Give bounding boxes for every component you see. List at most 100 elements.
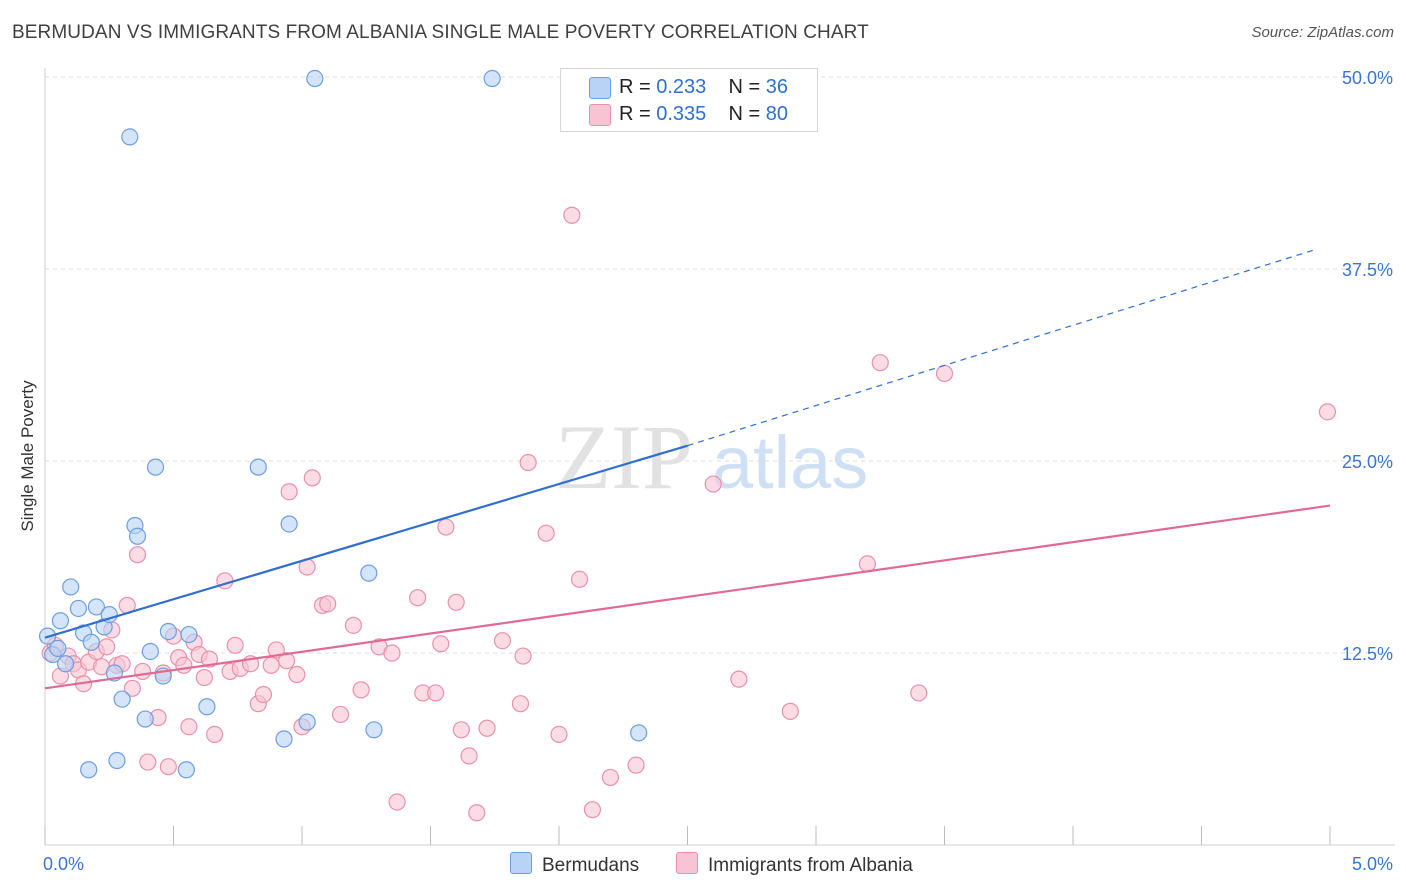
albania-point [303,469,321,487]
bottom-swatch-pink [676,852,698,874]
albania-point [344,616,362,634]
albania-point [262,656,280,674]
bottom-legend-label: Immigrants from Albania [708,855,913,876]
albania-point [200,650,219,668]
albania-point [383,644,401,662]
bermudan-point [360,564,378,582]
bermudan-point [82,633,100,651]
bermudan-point [121,128,139,146]
albania-point [519,453,537,472]
bermudan-point [280,515,298,533]
albania-point [537,524,555,542]
bermudan-point [80,761,98,779]
albania-point [180,718,198,736]
bermudan-point [113,690,131,708]
albania-point [437,518,455,536]
bermudan-point [198,698,216,716]
albania-point [98,638,116,656]
albania-point [781,702,799,720]
bermudan-point [249,458,267,476]
bottom-legend-label: Bermudans [542,855,640,876]
legend-r-label: R = [619,76,651,98]
albania-point [159,758,177,776]
y-tick-label: 25.0% [1342,452,1393,472]
albania-point [432,635,450,653]
bermudan-point [630,724,648,742]
bermudan-point [51,612,70,630]
legend-r-value: 0.335 [656,103,707,125]
albania-point [514,647,532,665]
albania-point [570,570,589,588]
grid [45,76,1395,654]
x-tick-label: 5.0% [1352,854,1393,874]
bermudan-point [298,713,316,731]
albania-point [409,589,427,607]
albania-point [123,679,141,697]
legend-n-value: 36 [765,76,789,98]
tick-labels: 12.5% 25.0% 37.5% 50.0% 0.0% 5.0% [43,68,1393,874]
albania-point [730,670,748,688]
watermark-atlas: atlas [712,421,868,504]
albania-point [478,719,496,737]
albania-point [447,593,465,611]
albania-point [627,756,645,774]
bermudan-point [62,578,80,596]
y-tick-label: 37.5% [1342,260,1393,280]
legend-r-label: R = [619,103,651,125]
y-tick-label: 50.0% [1342,68,1393,88]
bottom-swatch-blue [510,852,532,874]
bermudan-point [141,642,159,661]
chart-title: BERMUDAN VS IMMIGRANTS FROM ALBANIA SING… [12,22,869,43]
albania-point [601,768,620,787]
x-tick-label: 0.0% [43,854,84,874]
y-tick-label: 12.5% [1342,644,1393,664]
bermudan-point [87,598,106,616]
albania-point [1318,403,1337,421]
legend-r-value: 0.233 [656,76,707,98]
albania-point [871,354,889,372]
bermudan-point [306,69,324,88]
albania-point [352,681,370,699]
correlation-legend: R = 0.233 N = 36 R = 0.335 N = 80 [560,68,818,132]
blue-points [38,69,648,779]
albania-point [319,595,337,613]
albania-point [583,801,602,819]
albania-point [206,725,224,744]
watermark: ZIP atlas [555,406,868,508]
albania-point [427,684,445,702]
bermudan-trend-extension [687,248,1318,447]
albania-point [511,695,530,713]
bermudan-point [49,639,67,657]
albania-point [452,721,470,739]
bermudan-point [180,625,198,644]
bermudan-point [275,730,293,748]
legend-n-value: 80 [765,103,789,125]
bermudan-point [108,751,126,770]
albania-point [331,705,350,724]
trend-lines [44,248,1331,690]
bermudan-point [69,599,88,618]
albania-point [128,546,147,564]
bermudan-point [483,69,501,88]
albania-point [468,804,486,822]
bermudan-point [56,655,75,673]
bermudan-point [128,527,147,545]
albania-point [550,725,568,744]
albania-point [195,668,213,687]
bermudan-point [146,458,165,476]
axes [44,68,1395,846]
bottom-legend-albania: Immigrants from Albania [676,852,913,877]
legend-swatch-pink [589,104,611,126]
pink-points [41,206,1337,822]
albania-point [460,747,478,765]
source-label: Source: ZipAtlas.com [1251,24,1394,41]
albania-point [134,662,152,681]
albania-point [704,475,722,493]
albania-point [175,656,193,674]
albania-point [288,665,306,684]
bermudan-trend-line [44,444,688,639]
albania-point [226,636,244,654]
bermudan-point [365,721,383,739]
y-axis-label: Single Male Poverty [18,380,37,532]
